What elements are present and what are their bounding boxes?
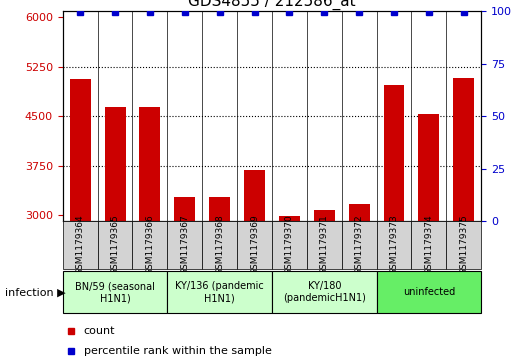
Text: GSM1179369: GSM1179369 bbox=[250, 215, 259, 276]
Text: count: count bbox=[84, 326, 115, 337]
FancyBboxPatch shape bbox=[98, 221, 132, 269]
Bar bbox=[383, 85, 404, 221]
FancyBboxPatch shape bbox=[132, 221, 167, 269]
Text: uninfected: uninfected bbox=[403, 287, 455, 297]
Title: GDS4855 / 212586_at: GDS4855 / 212586_at bbox=[188, 0, 356, 9]
Text: KY/180
(pandemicH1N1): KY/180 (pandemicH1N1) bbox=[283, 281, 366, 303]
Bar bbox=[209, 197, 230, 221]
Bar bbox=[453, 78, 474, 221]
Text: infection ▶: infection ▶ bbox=[5, 287, 66, 297]
Bar bbox=[418, 114, 439, 221]
Bar bbox=[244, 170, 265, 221]
Text: KY/136 (pandemic
H1N1): KY/136 (pandemic H1N1) bbox=[175, 281, 264, 303]
FancyBboxPatch shape bbox=[202, 221, 237, 269]
Bar bbox=[105, 107, 126, 221]
FancyBboxPatch shape bbox=[342, 221, 377, 269]
FancyBboxPatch shape bbox=[412, 221, 446, 269]
Text: GSM1179364: GSM1179364 bbox=[76, 215, 85, 276]
FancyBboxPatch shape bbox=[272, 221, 307, 269]
Text: GSM1179370: GSM1179370 bbox=[285, 215, 294, 276]
Text: GSM1179368: GSM1179368 bbox=[215, 215, 224, 276]
FancyBboxPatch shape bbox=[167, 221, 202, 269]
Text: BN/59 (seasonal
H1N1): BN/59 (seasonal H1N1) bbox=[75, 281, 155, 303]
FancyBboxPatch shape bbox=[63, 221, 98, 269]
Bar bbox=[174, 197, 195, 221]
Text: GSM1179373: GSM1179373 bbox=[390, 215, 399, 276]
Bar bbox=[140, 107, 161, 221]
Text: GSM1179371: GSM1179371 bbox=[320, 215, 329, 276]
FancyBboxPatch shape bbox=[63, 271, 167, 313]
FancyBboxPatch shape bbox=[307, 221, 342, 269]
FancyBboxPatch shape bbox=[446, 221, 481, 269]
FancyBboxPatch shape bbox=[377, 271, 481, 313]
Bar bbox=[70, 79, 90, 221]
Text: GSM1179366: GSM1179366 bbox=[145, 215, 154, 276]
FancyBboxPatch shape bbox=[377, 221, 412, 269]
FancyBboxPatch shape bbox=[272, 271, 377, 313]
Text: percentile rank within the sample: percentile rank within the sample bbox=[84, 346, 271, 356]
FancyBboxPatch shape bbox=[167, 271, 272, 313]
Text: GSM1179367: GSM1179367 bbox=[180, 215, 189, 276]
Bar bbox=[349, 204, 370, 221]
Text: GSM1179375: GSM1179375 bbox=[459, 215, 468, 276]
Text: GSM1179365: GSM1179365 bbox=[110, 215, 120, 276]
Text: GSM1179372: GSM1179372 bbox=[355, 215, 363, 276]
Bar bbox=[314, 209, 335, 221]
Text: GSM1179374: GSM1179374 bbox=[424, 215, 434, 276]
Bar bbox=[279, 216, 300, 221]
FancyBboxPatch shape bbox=[237, 221, 272, 269]
